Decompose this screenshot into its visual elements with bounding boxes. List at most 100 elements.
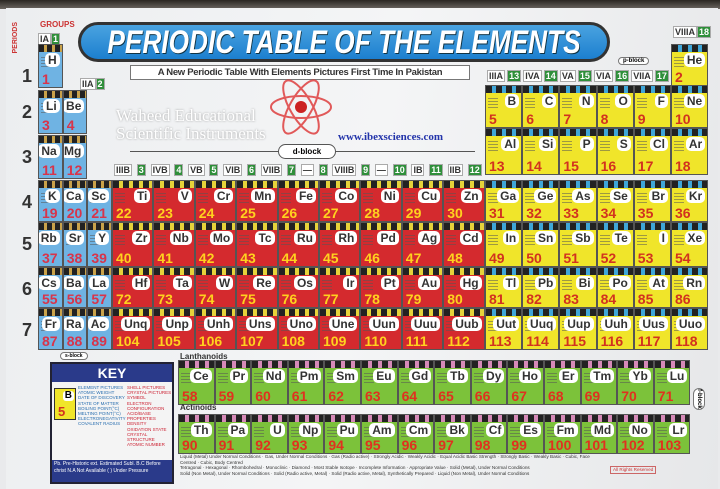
element-cell-pu[interactable]: Pu 94 (324, 414, 361, 454)
element-cell-la[interactable]: La 57 (87, 267, 113, 308)
element-cell-zr[interactable]: Zr 40 (112, 222, 154, 267)
element-cell-ga[interactable]: Ga 31 (485, 180, 523, 222)
element-cell-ti[interactable]: Ti 22 (112, 180, 154, 222)
element-cell-p[interactable]: P 15 (559, 128, 597, 175)
element-cell-unq[interactable]: Unq 104 (112, 308, 154, 350)
element-cell-as[interactable]: As 33 (559, 180, 597, 222)
element-cell-be[interactable]: Be 4 (62, 90, 88, 134)
element-cell-cs[interactable]: Cs 55 (38, 267, 63, 308)
element-cell-rn[interactable]: Rn 86 (671, 267, 709, 308)
element-cell-zn[interactable]: Zn 30 (443, 180, 485, 222)
element-cell-unh[interactable]: Unh 106 (194, 308, 237, 350)
element-cell-np[interactable]: Np 93 (287, 414, 325, 454)
element-cell-uus[interactable]: Uus 117 (633, 308, 671, 350)
element-cell-hf[interactable]: Hf 72 (112, 267, 154, 308)
element-cell-v[interactable]: V 23 (153, 180, 195, 222)
element-cell-ho[interactable]: Ho 67 (507, 360, 544, 405)
element-cell-cr[interactable]: Cr 24 (194, 180, 237, 222)
element-cell-rh[interactable]: Rh 45 (319, 222, 361, 267)
element-cell-mn[interactable]: Mn 25 (236, 180, 278, 222)
element-cell-ce[interactable]: Ce 58 (178, 360, 215, 405)
element-cell-kr[interactable]: Kr 36 (671, 180, 709, 222)
element-cell-sm[interactable]: Sm 62 (324, 360, 361, 405)
element-cell-es[interactable]: Es 99 (507, 414, 544, 454)
element-cell-uun[interactable]: Uun 110 (360, 308, 402, 350)
element-cell-te[interactable]: Te 52 (596, 222, 634, 267)
element-cell-s[interactable]: S 16 (596, 128, 634, 175)
element-cell-fr[interactable]: Fr 87 (38, 308, 63, 350)
element-cell-ra[interactable]: Ra 88 (62, 308, 88, 350)
element-cell-si[interactable]: Si 14 (522, 128, 560, 175)
element-cell-k[interactable]: K 19 (38, 180, 63, 222)
element-cell-sb[interactable]: Sb 51 (559, 222, 597, 267)
element-cell-fe[interactable]: Fe 26 (277, 180, 319, 222)
element-cell-uub[interactable]: Uub 112 (443, 308, 485, 350)
element-cell-ru[interactable]: Ru 44 (277, 222, 319, 267)
element-cell-os[interactable]: Os 76 (277, 267, 319, 308)
element-cell-uns[interactable]: Uns 107 (236, 308, 278, 350)
element-cell-uno[interactable]: Uno 108 (277, 308, 319, 350)
element-cell-pr[interactable]: Pr 59 (214, 360, 252, 405)
element-cell-sc[interactable]: Sc 21 (87, 180, 113, 222)
element-cell-lr[interactable]: Lr 103 (653, 414, 691, 454)
element-cell-re[interactable]: Re 75 (236, 267, 278, 308)
element-cell-nb[interactable]: Nb 41 (153, 222, 195, 267)
element-cell-ir[interactable]: Ir 77 (319, 267, 361, 308)
element-cell-uuh[interactable]: Uuh 116 (596, 308, 634, 350)
element-cell-pb[interactable]: Pb 82 (522, 267, 560, 308)
element-cell-tm[interactable]: Tm 69 (580, 360, 618, 405)
element-cell-ba[interactable]: Ba 56 (62, 267, 88, 308)
element-cell-er[interactable]: Er 68 (544, 360, 581, 405)
element-cell-cd[interactable]: Cd 48 (443, 222, 485, 267)
element-cell-pd[interactable]: Pd 46 (360, 222, 402, 267)
website-url[interactable]: www.ibexsciences.com (338, 131, 444, 143)
element-cell-mg[interactable]: Mg 12 (62, 135, 88, 179)
element-cell-sn[interactable]: Sn 50 (522, 222, 560, 267)
element-cell-unp[interactable]: Unp 105 (153, 308, 195, 350)
element-cell-y[interactable]: Y 39 (87, 222, 113, 267)
element-cell-w[interactable]: W 74 (194, 267, 237, 308)
element-cell-am[interactable]: Am 95 (361, 414, 398, 454)
element-cell-sr[interactable]: Sr 38 (62, 222, 88, 267)
element-cell-nd[interactable]: Nd 60 (251, 360, 288, 405)
element-cell-uut[interactable]: Uut 113 (485, 308, 523, 350)
element-cell-u[interactable]: U 92 (251, 414, 288, 454)
element-cell-dy[interactable]: Dy 66 (470, 360, 508, 405)
element-cell-mo[interactable]: Mo 42 (194, 222, 237, 267)
element-cell-cm[interactable]: Cm 96 (397, 414, 435, 454)
element-cell-uuo[interactable]: Uuo 118 (671, 308, 709, 350)
element-cell-ar[interactable]: Ar 18 (671, 128, 709, 175)
element-cell-pm[interactable]: Pm 61 (287, 360, 325, 405)
element-cell-po[interactable]: Po 84 (596, 267, 634, 308)
element-cell-i[interactable]: I 53 (633, 222, 671, 267)
element-cell-se[interactable]: Se 34 (596, 180, 634, 222)
element-cell-co[interactable]: Co 27 (319, 180, 361, 222)
element-cell-md[interactable]: Md 101 (580, 414, 618, 454)
element-cell-al[interactable]: Al 13 (485, 128, 523, 175)
element-cell-no[interactable]: No 102 (617, 414, 654, 454)
element-cell-ta[interactable]: Ta 73 (153, 267, 195, 308)
element-cell-tl[interactable]: Tl 81 (485, 267, 523, 308)
element-cell-he[interactable]: He 2 (671, 44, 709, 86)
element-cell-ge[interactable]: Ge 32 (522, 180, 560, 222)
element-cell-uup[interactable]: Uup 115 (559, 308, 597, 350)
element-cell-uuu[interactable]: Uuu 111 (401, 308, 444, 350)
element-cell-eu[interactable]: Eu 63 (361, 360, 398, 405)
element-cell-lu[interactable]: Lu 71 (653, 360, 691, 405)
element-cell-pa[interactable]: Pa 91 (214, 414, 252, 454)
element-cell-cu[interactable]: Cu 29 (401, 180, 444, 222)
element-cell-ne[interactable]: Ne 10 (671, 85, 709, 128)
element-cell-tb[interactable]: Tb 65 (434, 360, 471, 405)
element-cell-th[interactable]: Th 90 (178, 414, 215, 454)
element-cell-na[interactable]: Na 11 (38, 135, 63, 179)
element-cell-yb[interactable]: Yb 70 (617, 360, 654, 405)
element-cell-ag[interactable]: Ag 47 (401, 222, 444, 267)
element-cell-pt[interactable]: Pt 78 (360, 267, 402, 308)
element-cell-uuq[interactable]: Uuq 114 (522, 308, 560, 350)
